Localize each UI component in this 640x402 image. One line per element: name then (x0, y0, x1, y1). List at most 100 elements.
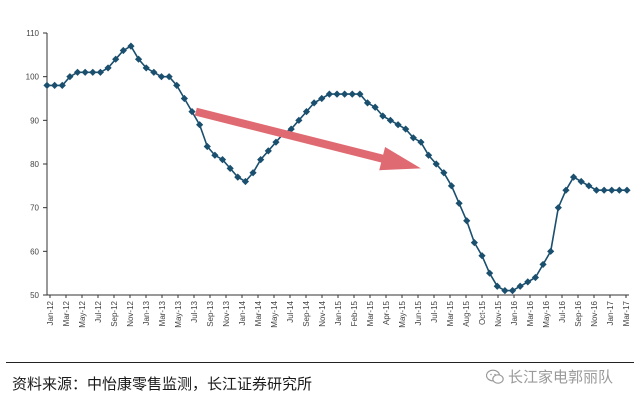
x-tick-label: Jan-16 (510, 300, 519, 325)
data-point (379, 112, 387, 120)
data-point (325, 90, 333, 98)
x-tick-label: Jan-14 (238, 300, 247, 325)
x-tick-label: Mar-12 (62, 300, 71, 326)
trend-arrow (194, 107, 421, 171)
data-point (211, 151, 219, 159)
data-point (623, 186, 631, 194)
data-point (386, 116, 395, 124)
data-point (394, 121, 402, 129)
data-point (539, 260, 547, 269)
x-tick-label: Mar-15 (446, 300, 455, 326)
series-line (47, 45, 627, 292)
x-tick-label: Sep-14 (302, 300, 311, 326)
data-point (516, 282, 524, 290)
x-tick-label: Mar-16 (526, 300, 535, 326)
data-point (295, 116, 303, 124)
x-tick-label: Jan-17 (606, 300, 615, 325)
x-tick-label: May-14 (270, 300, 279, 327)
data-point (341, 90, 349, 98)
x-tick-label: Jul-16 (558, 300, 567, 322)
x-tick-label: Jul-15 (430, 300, 439, 322)
data-point (150, 68, 158, 76)
data-point (463, 217, 471, 225)
x-axis: Jan-12 Mar-12 May-12 Jul-12 Sep-12 Nov-12 Jan-… (46, 294, 631, 328)
data-point (81, 68, 89, 76)
data-point (43, 81, 51, 89)
y-tick-label: 80 (30, 160, 39, 169)
x-tick-label: Oct-15 (478, 300, 487, 325)
data-point (203, 142, 211, 151)
x-tick-label: Mar-13 (158, 300, 167, 326)
watermark-text: 长江家电郭丽队 (508, 368, 614, 386)
x-tick-label: May-16 (542, 300, 551, 327)
data-point (424, 151, 433, 159)
data-point (440, 169, 448, 177)
x-tick-label: Nov-15 (494, 300, 503, 326)
data-point (257, 156, 265, 164)
wechat-icon (486, 369, 504, 384)
data-point (196, 121, 204, 129)
data-point (249, 169, 257, 177)
x-tick-label: Mar-17 (622, 300, 631, 326)
data-point (524, 278, 532, 286)
x-tick-label: Jan-13 (142, 300, 151, 325)
source-note: 资料来源：中怡康零售监测，长江证券研究所 (12, 375, 313, 393)
data-point (417, 138, 425, 146)
data-point (363, 99, 372, 107)
data-point (165, 73, 173, 81)
data-point (486, 269, 494, 277)
data-point (310, 99, 318, 107)
data-point (455, 199, 463, 207)
data-point (569, 173, 578, 181)
y-tick-label: 110 (26, 29, 39, 38)
data-point (188, 108, 196, 116)
data-point (104, 64, 112, 72)
data-point (96, 68, 105, 76)
data-point (371, 103, 379, 111)
data-point (493, 282, 501, 290)
data-point (356, 90, 364, 98)
data-point (447, 182, 456, 190)
data-point (501, 287, 509, 295)
x-tick-label: Nov-14 (318, 300, 327, 326)
y-axis: 50 60 70 80 90 100 110 (26, 29, 48, 300)
x-tick-label: Sep-12 (110, 300, 119, 326)
data-point (600, 186, 608, 194)
data-point (302, 108, 311, 116)
x-tick-label: Jan-12 (46, 300, 55, 325)
y-tick-label: 90 (30, 116, 39, 125)
x-tick-label: Sep-16 (574, 300, 583, 326)
x-tick-label: Sep-13 (206, 300, 215, 326)
data-point (112, 55, 120, 63)
data-point (180, 94, 188, 103)
data-point (402, 125, 410, 133)
x-tick-label: Aug-15 (462, 300, 471, 326)
data-point (432, 160, 440, 168)
data-point (218, 156, 227, 164)
footer-divider (6, 362, 634, 363)
x-tick-label: Jan-15 (334, 300, 343, 325)
x-tick-label: Jul-12 (94, 300, 103, 322)
data-point (608, 186, 616, 194)
x-tick-label: Nov-16 (590, 300, 599, 326)
data-point (333, 90, 341, 98)
y-tick-label: 100 (26, 73, 40, 82)
x-tick-label: May-15 (398, 300, 407, 327)
x-tick-label: Jun-15 (414, 300, 423, 325)
data-point (592, 186, 601, 194)
data-point (264, 147, 272, 155)
x-tick-label: Apr-15 (382, 300, 391, 325)
data-point (287, 125, 295, 133)
data-point (127, 42, 135, 50)
data-point (547, 247, 555, 255)
watermark: 长江家电郭丽队 (486, 366, 613, 387)
x-tick-label: Jul-13 (190, 300, 199, 322)
x-tick-label: May-12 (78, 300, 87, 327)
x-tick-label: Nov-13 (222, 300, 231, 326)
data-point (173, 81, 181, 89)
y-tick-label: 50 (30, 291, 39, 300)
data-point (157, 73, 166, 81)
data-point (318, 94, 326, 103)
data-point (562, 186, 570, 194)
